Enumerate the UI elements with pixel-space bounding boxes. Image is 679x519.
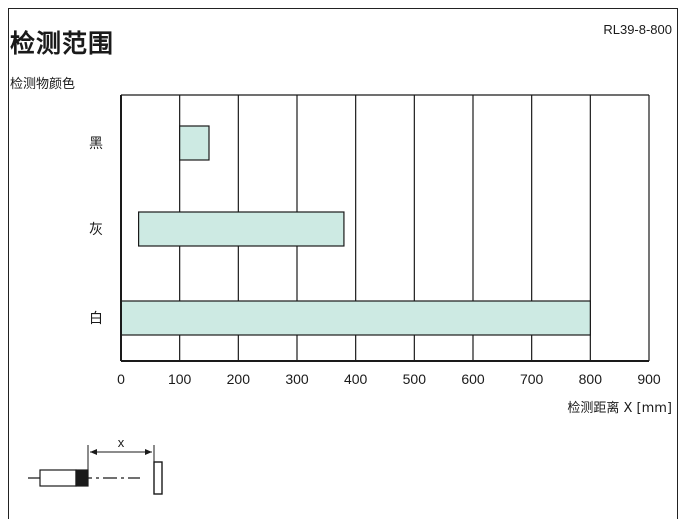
- axes: [120, 95, 649, 362]
- bar-1: [138, 211, 345, 247]
- y-axis-label: 检测物颜色: [10, 77, 76, 92]
- sensor-body-icon: [39, 469, 77, 487]
- x-tick-label-400: 400: [344, 371, 368, 387]
- category-label-0: 黑: [89, 136, 103, 152]
- category-labels: 黑灰白: [89, 136, 103, 327]
- arrow-right-icon: [145, 449, 152, 455]
- sensor-lens-icon: [75, 469, 89, 487]
- range-chart: 0 100 200 300 400 500 600 700 800 900 黑灰白 检测距离 X …: [28, 94, 672, 495]
- x-tick-label-900: 900: [637, 371, 661, 387]
- chart-frame: [8, 8, 678, 519]
- x-tick-label-700: 700: [520, 371, 544, 387]
- range-bars: [120, 125, 591, 336]
- x-tick-label-600: 600: [461, 371, 485, 387]
- x-tick-label-0: 0: [117, 371, 125, 387]
- sensor-diagram: x: [28, 435, 163, 495]
- tick-labels: 0 100 200 300 400 500 600 700 800 900: [117, 371, 661, 387]
- target-object-icon: [153, 461, 163, 495]
- x-tick-label-200: 200: [227, 371, 251, 387]
- x-axis-label: 检测距离 X [mm]: [567, 400, 672, 416]
- category-label-1: 灰: [89, 222, 103, 238]
- page-title: 检测范围: [10, 29, 115, 58]
- model-code: RL39-8-800: [603, 22, 672, 37]
- arrow-left-icon: [90, 449, 97, 455]
- x-tick-label-500: 500: [403, 371, 427, 387]
- bar-2: [120, 300, 591, 336]
- category-label-2: 白: [89, 311, 103, 327]
- distance-x-label: x: [118, 435, 125, 450]
- x-tick-label-300: 300: [285, 371, 309, 387]
- bar-0: [179, 125, 210, 161]
- x-tick-label-100: 100: [168, 371, 192, 387]
- x-tick-label-800: 800: [579, 371, 603, 387]
